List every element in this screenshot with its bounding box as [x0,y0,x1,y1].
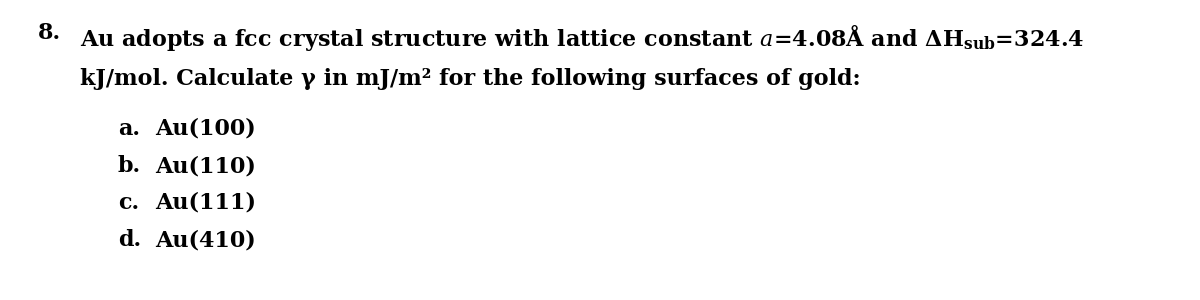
Text: d.: d. [118,229,142,251]
Text: Au(410): Au(410) [155,229,256,251]
Text: kJ/mol. Calculate γ in mJ/m² for the following surfaces of gold:: kJ/mol. Calculate γ in mJ/m² for the fol… [80,68,860,90]
Text: c.: c. [118,192,139,214]
Text: Au adopts a fcc crystal structure with lattice constant $\mathit{a}$=4.08Å and Δ: Au adopts a fcc crystal structure with l… [80,22,1085,53]
Text: a.: a. [118,118,140,140]
Text: Au(100): Au(100) [155,118,256,140]
Text: 8.: 8. [38,22,61,44]
Text: Au(111): Au(111) [155,192,256,214]
Text: Au(110): Au(110) [155,155,256,177]
Text: b.: b. [118,155,142,177]
